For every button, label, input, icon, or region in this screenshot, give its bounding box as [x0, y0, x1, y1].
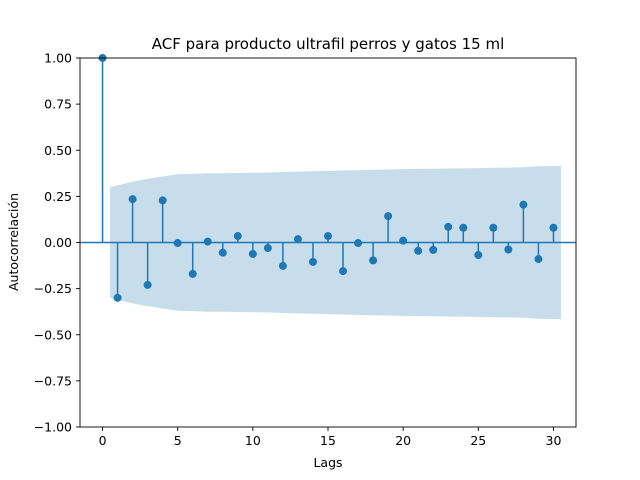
- y-tick-label-2: −0.50: [34, 327, 72, 342]
- x-tick-label-5: 5: [174, 433, 182, 448]
- x-tick-label-15: 15: [320, 433, 336, 448]
- stem-marker-lag-20: [399, 236, 408, 245]
- stem-marker-lag-16: [339, 267, 348, 276]
- tick-layer: 0 5 10 15 20 25 30 −1.00 −0.75 −0.50 −0.25 0.00 0.25…: [34, 51, 562, 449]
- stem-marker-lag-21: [414, 246, 423, 255]
- stem-marker-lag-23: [444, 222, 453, 231]
- stem-marker-lag-27: [504, 245, 513, 254]
- stem-marker-lag-3: [143, 280, 152, 289]
- stem-marker-lag-9: [233, 232, 242, 241]
- stem-marker-lag-2: [128, 195, 137, 204]
- chart-title: ACF para producto ultrafil perros y gato…: [152, 35, 505, 53]
- stem-marker-lag-12: [278, 261, 287, 270]
- stem-marker-lag-17: [354, 239, 363, 248]
- x-axis-label: Lags: [313, 455, 342, 470]
- stem-marker-lag-29: [534, 255, 543, 264]
- y-tick-label-8: 1.00: [44, 51, 72, 66]
- y-tick-label-3: −0.25: [34, 281, 72, 296]
- stem-marker-lag-7: [203, 237, 212, 246]
- x-tick-label-30: 30: [546, 433, 562, 448]
- y-tick-label-7: 0.75: [44, 97, 72, 112]
- stem-marker-lag-6: [188, 269, 197, 278]
- stem-marker-lag-26: [489, 223, 498, 232]
- stem-marker-lag-4: [158, 196, 167, 205]
- stem-marker-lag-10: [248, 249, 257, 258]
- stem-marker-lag-8: [218, 248, 227, 257]
- stem-marker-lag-1: [113, 293, 122, 302]
- stem-marker-lag-28: [519, 200, 528, 209]
- stem-marker-lag-18: [369, 256, 378, 265]
- stem-marker-lag-13: [293, 235, 302, 244]
- stem-marker-lag-15: [324, 232, 332, 241]
- x-tick-label-10: 10: [245, 433, 261, 448]
- stem-marker-lag-11: [263, 244, 272, 253]
- x-tick-label-20: 20: [395, 433, 411, 448]
- stem-marker-lag-5: [173, 239, 182, 248]
- y-axis-label: Autocorrelación: [6, 193, 21, 291]
- y-tick-label-5: 0.25: [44, 189, 72, 204]
- stem-marker-lag-22: [429, 245, 438, 254]
- x-tick-label-25: 25: [470, 433, 486, 448]
- stem-marker-lag-25: [474, 251, 483, 260]
- stem-layer: [80, 54, 576, 302]
- stem-marker-lag-19: [384, 212, 393, 221]
- x-tick-label-0: 0: [99, 433, 107, 448]
- stem-marker-lag-24: [459, 223, 468, 232]
- stem-marker-lag-30: [549, 223, 558, 232]
- y-tick-label-4: 0.00: [44, 235, 72, 250]
- y-tick-label-0: −1.00: [34, 420, 72, 435]
- y-tick-label-6: 0.50: [44, 143, 72, 158]
- stem-marker-lag-14: [308, 257, 317, 266]
- y-tick-label-1: −0.75: [34, 373, 72, 388]
